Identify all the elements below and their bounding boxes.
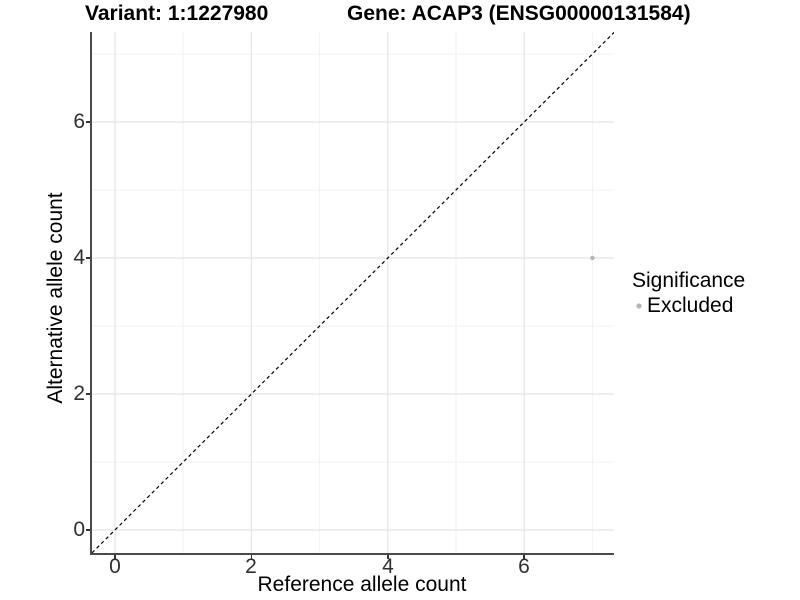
y-tick-mark [86,529,90,531]
x-axis-title: Reference allele count [257,573,467,596]
y-tick-label: 0 [73,518,85,541]
gridlines-major [92,32,614,553]
x-tick-mark [523,555,525,559]
y-tick-mark [86,121,90,123]
x-tick-mark [250,555,253,559]
x-tick-mark [114,555,116,559]
y-tick-mark [86,393,90,395]
x-tick-label: 2 [245,555,257,578]
gridlines-minor [92,32,614,553]
legend: Significance Excluded [632,268,745,318]
legend-item-label: Excluded [647,294,734,317]
x-tick-label: 0 [109,555,121,578]
gene-title: Gene: ACAP3 (ENSG00000131584) [347,2,691,25]
y-tick-mark [86,257,90,259]
x-tick-mark [387,555,389,559]
y-axis-title: Alternative allele count [44,192,67,404]
y-tick-label: 4 [73,246,85,269]
x-tick-label: 4 [382,555,394,578]
identity-dashed-line [92,32,614,553]
legend-point-icon [636,302,642,309]
y-tick-label: 6 [73,110,85,133]
data-point-excluded [590,255,595,261]
x-tick-label: 6 [518,555,530,578]
y-tick-label: 2 [73,382,85,405]
legend-item-excluded: Excluded [632,293,745,318]
variant-title: Variant: 1:1227980 [85,2,269,25]
legend-title: Significance [632,269,746,292]
plot-area [92,32,614,553]
plot-panel [90,32,614,555]
